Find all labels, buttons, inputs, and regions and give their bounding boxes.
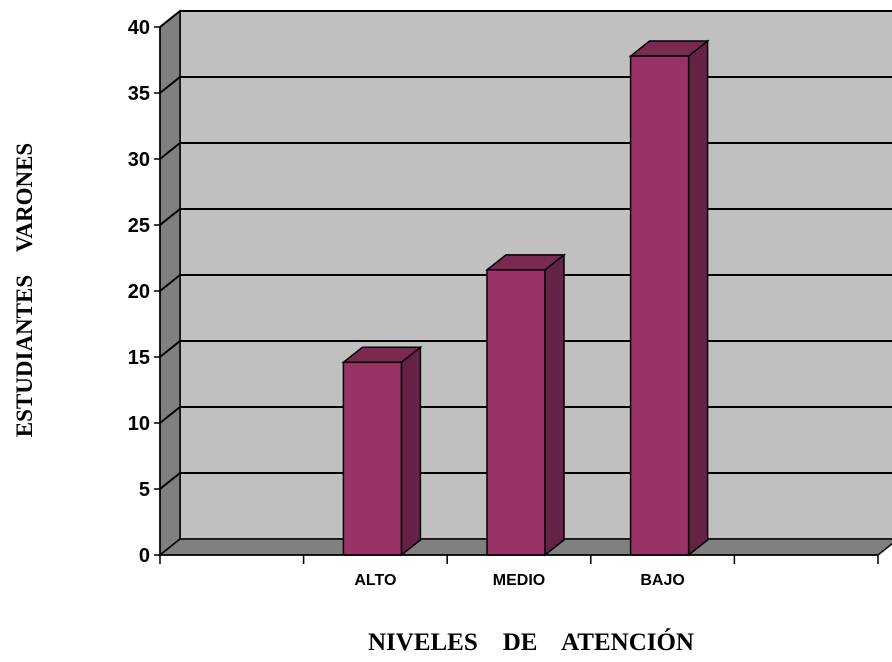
bar <box>628 39 710 557</box>
y-tick-label: 15 <box>128 347 150 369</box>
bar-side <box>544 253 565 557</box>
bar-side <box>400 345 422 557</box>
x-tick-label: MEDIO <box>493 572 545 589</box>
x-axis-categories: ALTO MEDIO BAJO <box>159 554 879 589</box>
x-tick-label: ALTO <box>354 572 396 589</box>
y-tick-label: 5 <box>139 479 150 501</box>
y-tick-label: 40 <box>128 17 150 39</box>
bar-front <box>486 269 546 556</box>
y-tick-label: 0 <box>139 545 150 567</box>
bar-front <box>629 55 690 556</box>
y-axis-title: ESTUDIANTES VARONES <box>12 143 37 437</box>
y-tick-label: 10 <box>128 413 150 435</box>
bar-front <box>342 361 403 556</box>
x-tick-label: BAJO <box>640 572 684 589</box>
bar-side <box>687 39 709 557</box>
y-tick-label: 20 <box>128 281 150 303</box>
y-tick-label: 30 <box>128 149 150 171</box>
x-axis-title: NIVELES DE ATENCIÓN <box>368 628 694 656</box>
gridline <box>159 10 892 28</box>
y-tick-label: 35 <box>128 83 150 105</box>
bar <box>484 253 567 557</box>
y-axis-ticks: 0 5 10 15 20 25 30 35 40 <box>128 17 161 567</box>
bar <box>341 345 423 557</box>
bars <box>341 39 710 557</box>
y-tick-label: 25 <box>128 215 150 237</box>
